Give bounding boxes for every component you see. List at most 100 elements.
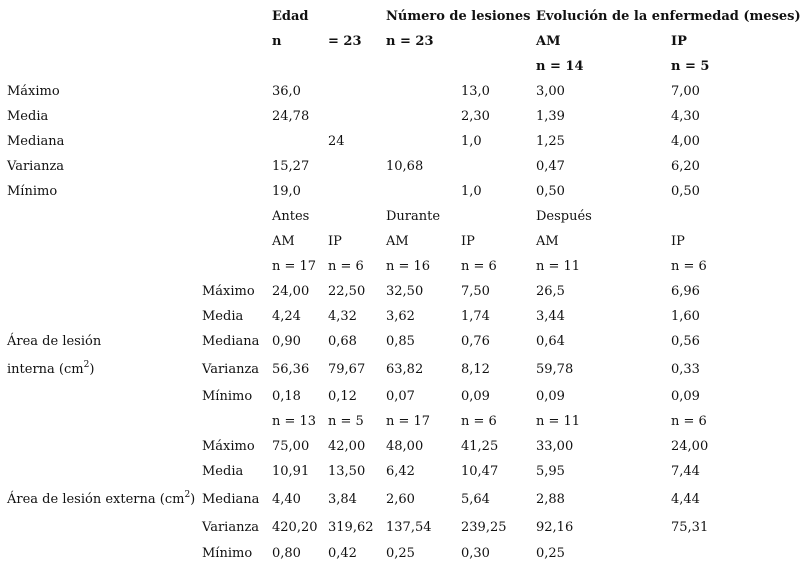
cell-value: 0,50: [536, 184, 565, 199]
cell-value: 59,78: [536, 362, 574, 377]
cell-value: 24,00: [272, 284, 310, 299]
row-label: Media: [7, 109, 49, 124]
cell-value: 6,20: [671, 159, 700, 174]
cell-value: 420,20: [272, 520, 318, 535]
sample-size: n = 13: [272, 414, 317, 429]
cell-value: 79,67: [328, 362, 366, 377]
sample-size: n = 5: [328, 414, 364, 429]
cell-value: 0,47: [536, 159, 565, 174]
cell-value: 137,54: [386, 520, 432, 535]
cell-value: 3,62: [386, 309, 415, 324]
cell-value: 0,80: [272, 546, 301, 561]
cell-value: 0,25: [536, 546, 565, 561]
header-edad: Edad: [272, 9, 309, 24]
stat-label: Varianza: [202, 520, 260, 535]
cell-value: 5,95: [536, 464, 565, 479]
sample-size: n = 6: [461, 414, 497, 429]
header-evolucion: Evolución de la enfermedad (meses): [536, 9, 801, 24]
cell-value: 92,16: [536, 520, 574, 535]
cell-value: 24: [328, 134, 345, 149]
cell-value: 319,62: [328, 520, 374, 535]
sample-size: n = 11: [536, 259, 581, 274]
cell-value: 3,84: [328, 492, 357, 507]
cell-value: 4,40: [272, 492, 301, 507]
group-header: AM: [386, 234, 409, 249]
cell-value: 4,00: [671, 134, 700, 149]
cell-value: 0,07: [386, 389, 415, 404]
cell-value: 22,50: [328, 284, 366, 299]
lesiones-n: n = 23: [386, 34, 434, 49]
cell-value: 36,0: [272, 84, 301, 99]
cell-value: 0,64: [536, 334, 565, 349]
group-header: AM: [536, 234, 559, 249]
cell-value: 4,30: [671, 109, 700, 124]
cell-value: 0,09: [536, 389, 565, 404]
cell-value: 3,44: [536, 309, 565, 324]
stat-label: Varianza: [202, 362, 260, 377]
stat-label: Mínimo: [202, 546, 253, 561]
cell-value: 6,42: [386, 464, 415, 479]
cell-value: 63,82: [386, 362, 424, 377]
cell-value: 33,00: [536, 439, 574, 454]
cell-value: 56,36: [272, 362, 310, 377]
cell-value: 19,0: [272, 184, 301, 199]
cell-value: 1,0: [461, 184, 482, 199]
cell-value: 10,68: [386, 159, 424, 174]
cell-value: 1,60: [671, 309, 700, 324]
cell-value: 7,50: [461, 284, 490, 299]
cell-value: 0,90: [272, 334, 301, 349]
label-area-interna-1: Área de lesión: [7, 334, 102, 349]
sample-size: n = 6: [461, 259, 497, 274]
cell-value: 4,24: [272, 309, 301, 324]
cell-value: 0,68: [328, 334, 357, 349]
sample-size: n = 6: [671, 414, 707, 429]
cell-value: 5,64: [461, 492, 490, 507]
cell-value: 0,18: [272, 389, 301, 404]
edad-n: n: [272, 34, 282, 49]
stat-label: Máximo: [202, 284, 255, 299]
cell-value: 0,09: [671, 389, 700, 404]
cell-value: 13,0: [461, 84, 490, 99]
cell-value: 24,78: [272, 109, 310, 124]
row-label: Varianza: [7, 159, 65, 174]
stat-label: Media: [202, 464, 244, 479]
cell-value: 75,00: [272, 439, 310, 454]
stat-label: Mediana: [202, 492, 260, 507]
cell-value: 4,32: [328, 309, 357, 324]
cell-value: 48,00: [386, 439, 424, 454]
period-antes: Antes: [272, 209, 310, 224]
cell-value: 1,25: [536, 134, 565, 149]
cell-value: 0,50: [671, 184, 700, 199]
cell-value: 8,12: [461, 362, 490, 377]
cell-value: 239,25: [461, 520, 507, 535]
cell-value: 0,85: [386, 334, 415, 349]
group-header: AM: [272, 234, 295, 249]
cell-value: 1,0: [461, 134, 482, 149]
row-label: Mediana: [7, 134, 65, 149]
cell-value: 26,5: [536, 284, 565, 299]
cell-value: 0,33: [671, 362, 700, 377]
cell-value: 3,00: [536, 84, 565, 99]
label-area-externa: Área de lesión externa (cm2): [7, 490, 196, 508]
period-durante: Durante: [386, 209, 441, 224]
cell-value: 32,50: [386, 284, 424, 299]
cell-value: 1,39: [536, 109, 565, 124]
cell-value: 41,25: [461, 439, 499, 454]
cell-value: 24,00: [671, 439, 709, 454]
sample-size: n = 6: [328, 259, 364, 274]
group-header: IP: [461, 234, 475, 249]
evolucion-ip: IP: [671, 34, 687, 49]
cell-value: 10,91: [272, 464, 310, 479]
cell-value: 0,56: [671, 334, 700, 349]
cell-value: 4,44: [671, 492, 700, 507]
group-header: IP: [328, 234, 342, 249]
cell-value: 0,25: [386, 546, 415, 561]
cell-value: 7,44: [671, 464, 700, 479]
row-label: Mínimo: [7, 184, 58, 199]
cell-value: 10,47: [461, 464, 499, 479]
cell-value: 2,60: [386, 492, 415, 507]
evolucion-am: AM: [536, 34, 561, 49]
label-area-interna-2: interna (cm2): [7, 360, 95, 378]
sample-size: n = 17: [272, 259, 317, 274]
evolucion-am-n: n = 14: [536, 59, 584, 74]
